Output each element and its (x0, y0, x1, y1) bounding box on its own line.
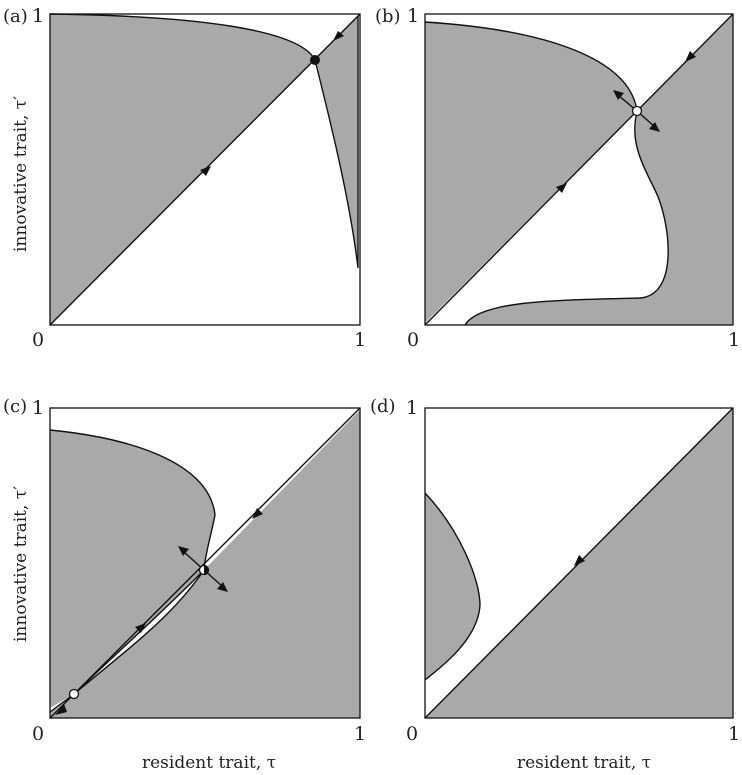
panel-c-unstable-point (68, 688, 80, 700)
panel-d-shaded-left (425, 493, 480, 680)
panel-c-boundary-curve (49, 429, 216, 571)
panel-a-arrow-up (200, 166, 211, 176)
panel-a-stable-point (310, 55, 320, 65)
panel-c-half-filled-point (204, 565, 209, 575)
panel-b-boundary-curve (424, 21, 669, 326)
y-axis-label-bottom: innovative trait, τ′ (11, 486, 31, 642)
panel-b-label: (b) (375, 6, 401, 27)
panel-c-frame (49, 407, 361, 719)
panel-c-shaded-lower (50, 410, 360, 718)
panel-d: (d) 1 0 1 (370, 396, 740, 745)
panel-b-unstable-point (631, 105, 643, 117)
panel-d-tick-x-right: 1 (728, 723, 740, 745)
panel-b-arrow-head-upleft (613, 90, 624, 100)
panel-a-shaded-sliver (315, 16, 358, 268)
panel-a-tick-y-top: 1 (32, 5, 44, 27)
panel-c-tick-x-right: 1 (354, 723, 366, 745)
panel-c-arrow-head-upleft (178, 546, 189, 556)
panel-b-tick-y-top: 1 (407, 5, 419, 27)
panel-a-arrow-down (333, 31, 344, 41)
panel-a-tick-origin: 0 (32, 329, 44, 351)
panel-b-tick-x-right: 1 (728, 329, 740, 351)
panel-b: (b) 1 0 1 (375, 5, 740, 351)
panel-c-arrow-down (252, 508, 263, 519)
panel-c: (c) 1 0 1 (3, 396, 366, 745)
panel-c-tick-y-top: 1 (32, 397, 44, 419)
panel-b-tick-origin: 0 (407, 329, 419, 351)
panel-b-arrow-down (685, 51, 696, 62)
panel-b-shaded-lower (465, 15, 733, 325)
panel-c-arrow-up (135, 623, 146, 633)
panel-d-boundary-curve (424, 492, 481, 681)
panel-c-arrow-head-downright (217, 582, 228, 592)
panel-a: (a) 1 0 1 (3, 5, 366, 351)
panel-b-arrow-head-downright (649, 122, 660, 132)
x-axis-label-left: resident trait, τ (142, 753, 276, 773)
y-axis-label-top: innovative trait, τ′ (11, 96, 31, 252)
panel-a-tick-x-right: 1 (354, 329, 366, 351)
panel-c-shaded-upper (50, 430, 215, 708)
x-axis-label-right: resident trait, τ (517, 753, 651, 773)
panel-b-frame (424, 13, 734, 326)
panel-b-arrow-up (556, 183, 567, 193)
panel-d-frame (424, 407, 734, 719)
panel-d-label: (d) (370, 396, 396, 417)
panel-a-shaded-region (50, 14, 315, 325)
panel-c-tick-origin: 0 (32, 723, 44, 745)
panel-c-arrow-bottomleft (55, 704, 67, 715)
panel-d-tick-y-top: 1 (406, 397, 418, 419)
panel-a-frame (49, 13, 361, 326)
panel-b-diagonal (424, 13, 734, 326)
panel-d-arrow-down (574, 555, 585, 566)
panel-c-label: (c) (3, 396, 27, 417)
panel-b-shaded-upper (425, 22, 637, 323)
panel-a-label: (a) (3, 6, 28, 27)
panel-d-tick-origin: 0 (406, 723, 418, 745)
panel-c-upper-curve (73, 569, 205, 695)
